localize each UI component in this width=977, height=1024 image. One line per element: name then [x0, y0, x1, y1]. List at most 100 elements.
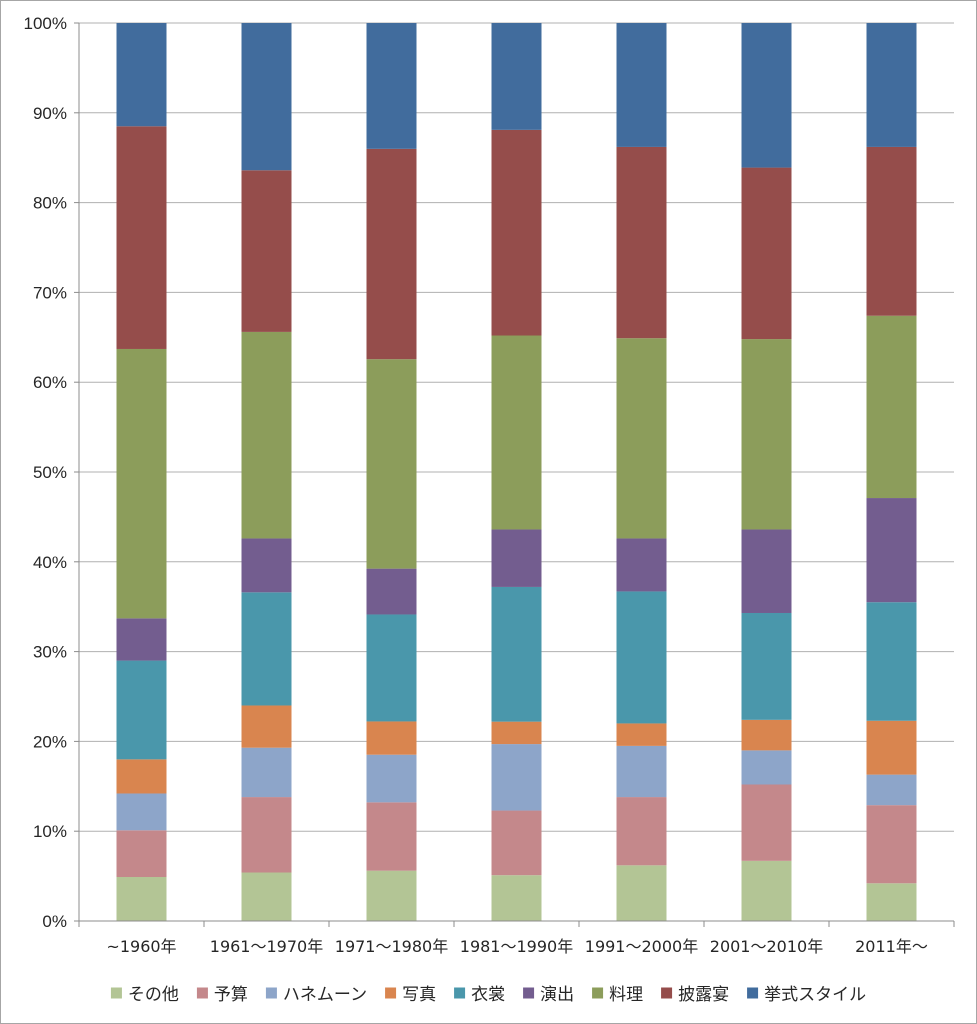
x-tick-label: 1961～1970年: [210, 937, 323, 956]
legend-label: 披露宴: [678, 985, 729, 1005]
bar-segment: [741, 860, 792, 921]
bar-segment: [616, 591, 667, 724]
bar-segment: [241, 797, 292, 873]
bar-segment: [616, 865, 667, 921]
x-tick-label: 1991～2000年: [585, 937, 698, 956]
axes: [74, 22, 955, 927]
bar-segment: [241, 872, 292, 921]
bar-segment: [116, 660, 167, 760]
legend-swatch: [661, 987, 673, 999]
bar-segment: [116, 830, 167, 877]
legend-swatch: [454, 987, 466, 999]
bar-segment: [366, 23, 417, 149]
legend-label: 衣裳: [471, 985, 505, 1005]
bar-segment: [741, 339, 792, 530]
bar-segment: [366, 148, 417, 360]
y-tick-label: 30%: [33, 643, 67, 662]
bar-stack: [866, 23, 917, 921]
bar-segment: [241, 705, 292, 748]
bar-segment: [116, 876, 167, 921]
bar-segment: [116, 759, 167, 794]
x-tick-label: 1981～1990年: [460, 937, 573, 956]
legend: その他 予算 ハネムーン 写真 衣裳 演出 料理 披露宴 挙式スタイル: [110, 985, 866, 1005]
legend-item: 演出: [523, 985, 574, 1005]
bar-segment: [866, 315, 917, 499]
legend-item: 料理: [592, 985, 643, 1005]
bar-stack: [241, 23, 292, 921]
legend-label: ハネムーン: [283, 985, 367, 1005]
bar-segment: [116, 793, 167, 831]
legend-swatch: [592, 987, 604, 999]
x-axis-tick-labels: ~1960年 1961～1970年 1971～1980年 1981～1990年 1991…: [106, 937, 927, 956]
bar-segment: [241, 538, 292, 593]
y-tick-label: 90%: [33, 104, 67, 123]
bar-segment: [741, 23, 792, 168]
bar-segment: [616, 723, 667, 746]
bar-segment: [366, 754, 417, 803]
bar-segment: [366, 568, 417, 615]
bar-segment: [366, 870, 417, 921]
bar-segment: [241, 747, 292, 798]
bar-segment: [366, 614, 417, 722]
bar-stack: [491, 23, 542, 921]
x-tick-label: 1971～1980年: [335, 937, 448, 956]
bar-segment: [241, 331, 292, 539]
legend-item: 写真: [385, 985, 436, 1005]
legend-item: 衣裳: [454, 985, 505, 1005]
bar-segment: [491, 529, 542, 587]
bar-segment: [741, 167, 792, 340]
bar-segment: [866, 146, 917, 316]
bar-segment: [491, 810, 542, 876]
bar-segment: [741, 784, 792, 861]
bar-segment: [866, 23, 917, 147]
bar-segment: [741, 612, 792, 720]
y-axis-tick-labels: 0% 10% 20% 30% 40% 50% 60% 70% 80% 90% 100%: [24, 14, 67, 931]
bar-segment: [741, 719, 792, 751]
bar-stack: [366, 23, 417, 921]
bar-segment: [491, 721, 542, 745]
bar-segment: [366, 721, 417, 755]
legend-item: 挙式スタイル: [747, 985, 866, 1005]
bar-segment: [866, 602, 917, 721]
bar-segment: [116, 618, 167, 661]
y-tick-label: 70%: [33, 283, 67, 302]
bar-segment: [491, 335, 542, 530]
legend-item: 予算: [196, 985, 248, 1005]
bar-segment: [866, 720, 917, 775]
legend-label: 写真: [402, 985, 436, 1005]
legend-item: 披露宴: [661, 985, 729, 1005]
legend-item: その他: [110, 985, 179, 1005]
x-tick-label: 2011年～: [855, 937, 928, 956]
y-tick-label: 40%: [33, 553, 67, 572]
bar-segment: [491, 586, 542, 722]
bar-segment: [866, 774, 917, 806]
bar-segment: [616, 146, 667, 339]
bar-segment: [116, 348, 167, 619]
bar-segment: [116, 23, 167, 127]
legend-swatch: [523, 987, 535, 999]
bar-segment: [241, 23, 292, 171]
bar-stack: [116, 23, 167, 921]
bar-segment: [116, 126, 167, 349]
bar-segment: [491, 875, 542, 921]
bar-segment: [366, 802, 417, 871]
bar-stack: [741, 23, 792, 921]
bar-segment: [616, 797, 667, 866]
bar-segment: [741, 529, 792, 613]
bar-segment: [241, 592, 292, 706]
bar-segment: [866, 805, 917, 884]
legend-swatch: [385, 987, 397, 999]
y-tick-label: 50%: [33, 463, 67, 482]
legend-item: ハネムーン: [265, 985, 367, 1005]
bar-segment: [491, 23, 542, 130]
bar-segment: [616, 23, 667, 147]
legend-label: その他: [128, 985, 179, 1005]
y-tick-label: 10%: [33, 822, 67, 841]
bar-segment: [491, 129, 542, 336]
y-tick-label: 60%: [33, 373, 67, 392]
legend-label: 予算: [214, 985, 248, 1005]
y-tick-label: 100%: [24, 14, 67, 33]
bar-segment: [866, 883, 917, 921]
